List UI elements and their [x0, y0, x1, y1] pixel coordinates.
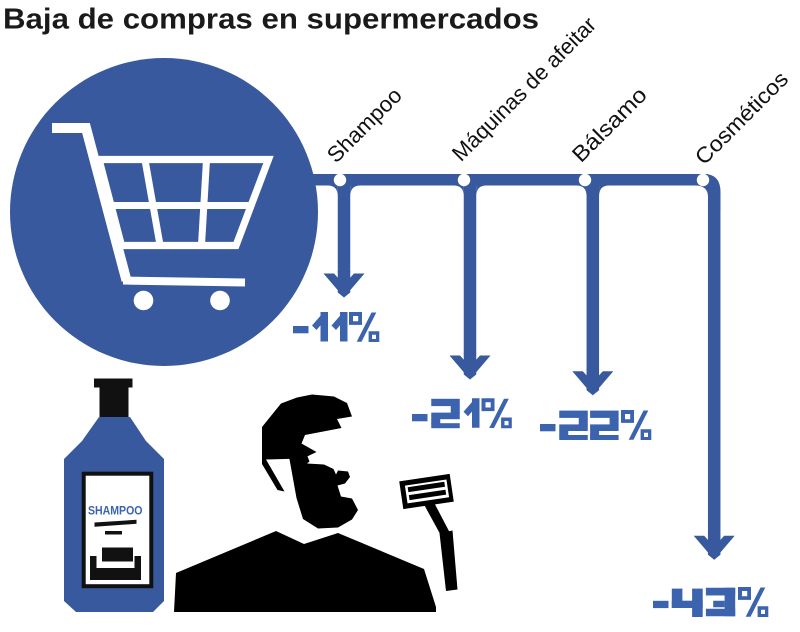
svg-text:Baja de compras en supermercad: Baja de compras en supermercados — [3, 4, 539, 36]
svg-text:SHAMPOO: SHAMPOO — [88, 506, 143, 518]
